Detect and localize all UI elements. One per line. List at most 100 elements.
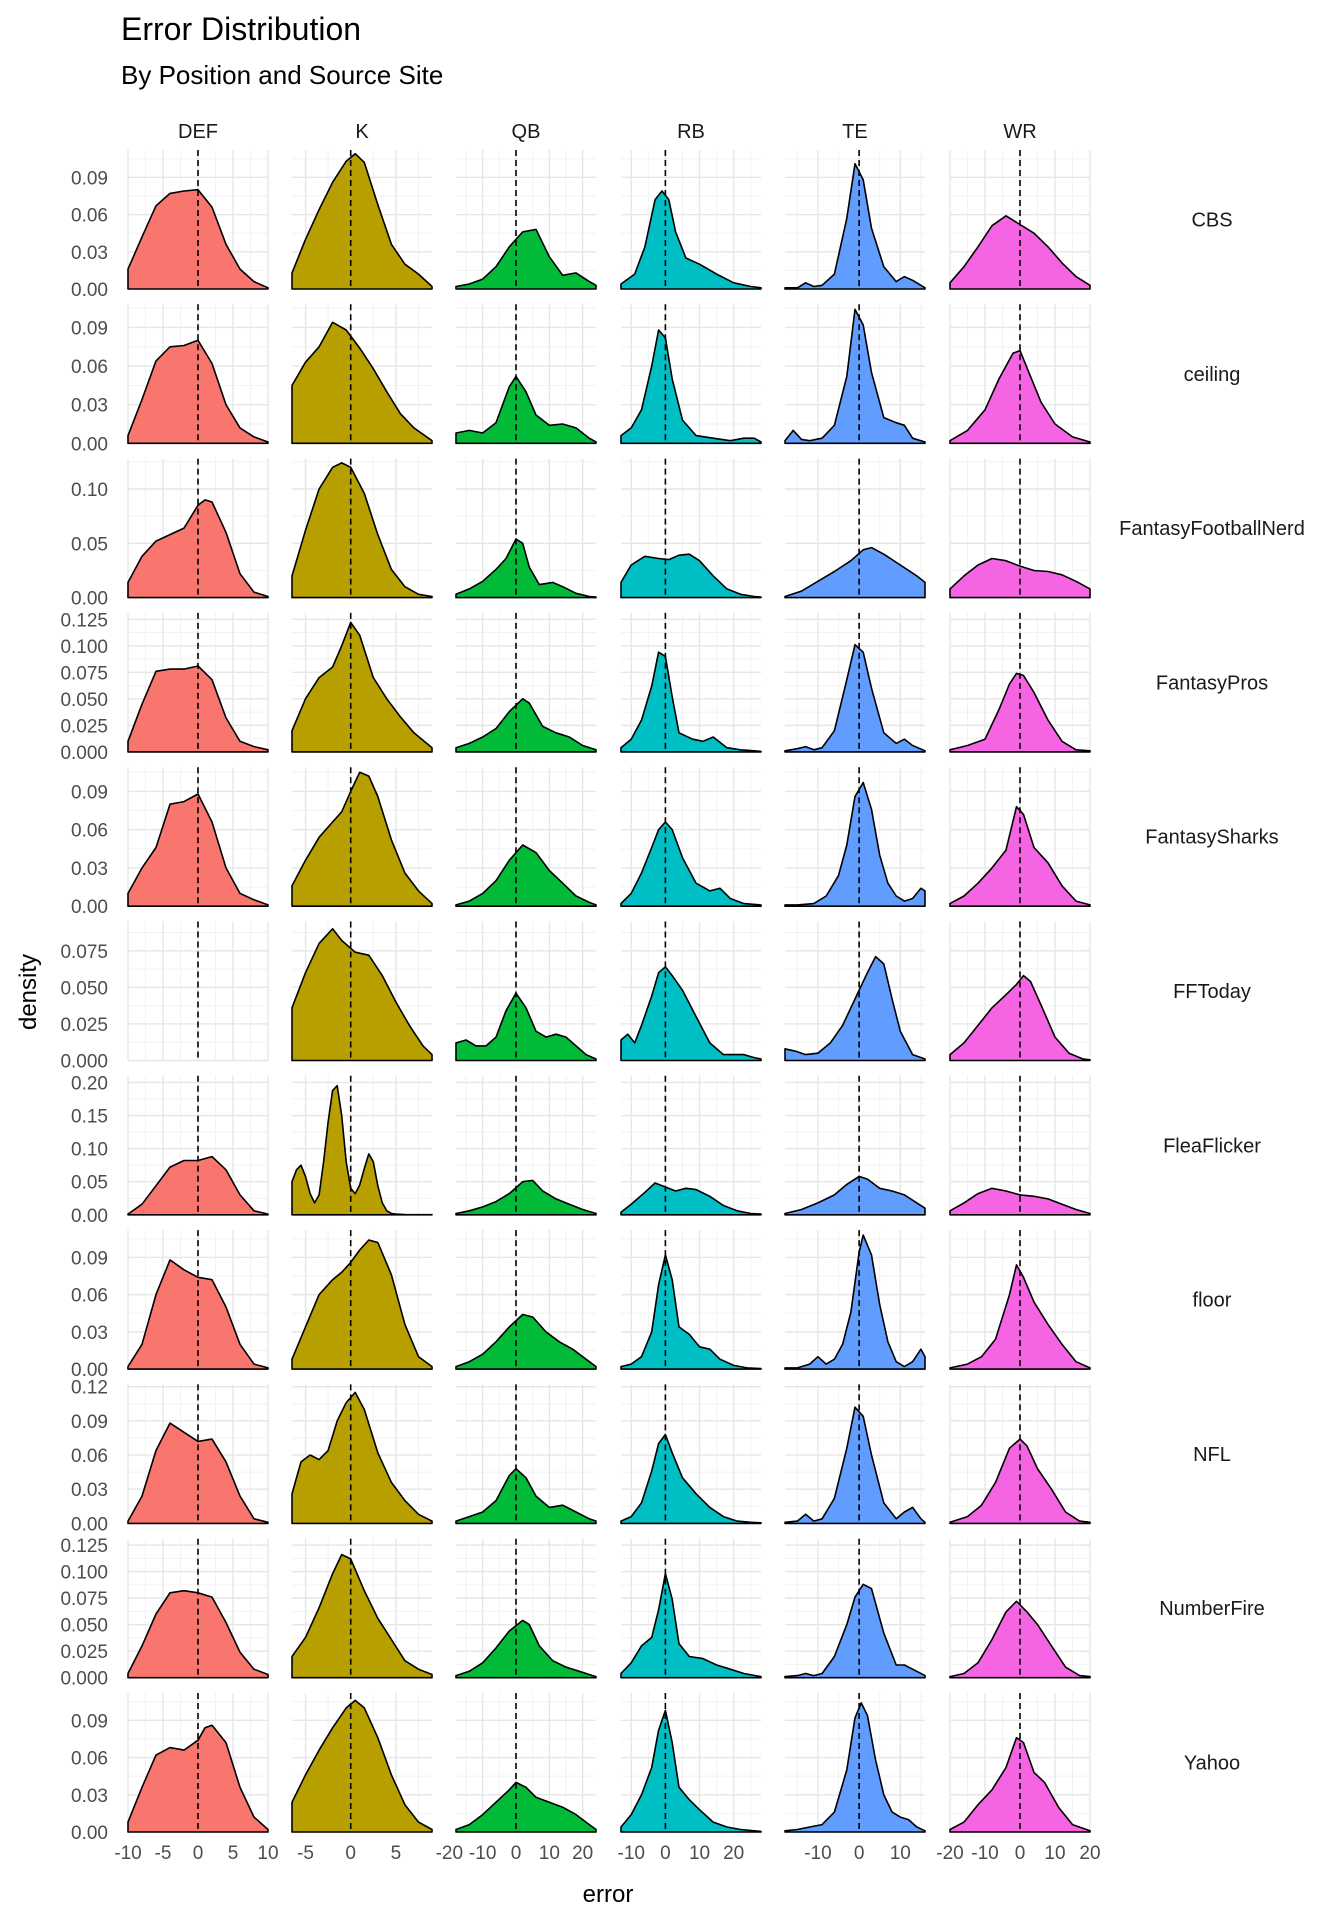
panel-cbs-qb xyxy=(455,150,597,290)
panel-nfl-rb xyxy=(620,1384,762,1525)
density-area-qb xyxy=(455,538,597,599)
panel-fftoday-te xyxy=(784,921,926,1062)
panel-fleaflicker-rb xyxy=(620,1075,762,1216)
y-tick-label: 0.10 xyxy=(71,480,108,501)
y-tick-label: 0.000 xyxy=(60,1052,108,1073)
x-tick-label-te: 10 xyxy=(890,1843,911,1864)
y-tick-label: 0.125 xyxy=(60,1536,108,1557)
panel-nfl-te xyxy=(784,1384,926,1525)
panel-fantasyfootballnerd-rb xyxy=(620,458,762,599)
y-tick-label: 0.050 xyxy=(60,1616,108,1637)
density-area-def xyxy=(127,1422,269,1525)
x-tick-label-qb: 20 xyxy=(572,1843,593,1864)
panel-nfl-qb xyxy=(455,1384,597,1525)
density-area-qb xyxy=(455,844,597,907)
panel-floor-wr xyxy=(949,1230,1091,1370)
panel-fftoday-wr xyxy=(949,921,1091,1062)
density-area-te xyxy=(784,1406,926,1525)
y-tick-label: 0.00 xyxy=(71,280,108,301)
row-label-fleaflicker: FleaFlicker xyxy=(1163,1135,1261,1157)
x-tick-label-def: -10 xyxy=(114,1843,141,1864)
density-area-qb xyxy=(455,1313,597,1370)
y-tick-label: 0.03 xyxy=(71,1480,108,1501)
chart-title: Error Distribution xyxy=(121,11,361,47)
row-label-nfl: NFL xyxy=(1193,1444,1231,1466)
panel-yahoo-wr xyxy=(949,1693,1091,1833)
y-tick-label: 0.03 xyxy=(71,1323,108,1344)
density-area-rb xyxy=(620,1709,762,1833)
y-tick-label: 0.03 xyxy=(71,859,108,880)
x-tick-label-def: 0 xyxy=(193,1843,204,1864)
y-tick-label: 0.00 xyxy=(71,1360,108,1381)
y-tick-label: 0.06 xyxy=(71,357,108,378)
panel-ceiling-rb xyxy=(620,304,762,445)
panel-fleaflicker-te xyxy=(784,1075,926,1216)
y-tick-label: 0.06 xyxy=(71,821,108,842)
panel-nfl-def xyxy=(127,1384,269,1525)
y-tick-label: 0.09 xyxy=(71,1711,108,1732)
y-tick-label: 0.05 xyxy=(71,534,108,555)
panel-fantasypros-k xyxy=(291,612,433,753)
x-tick-label-wr: 0 xyxy=(1015,1843,1026,1864)
x-tick-label-k: 5 xyxy=(391,1843,402,1864)
y-tick-label: 0.075 xyxy=(60,942,108,963)
panel-fantasypros-qb xyxy=(455,612,597,753)
y-tick-label: 0.050 xyxy=(60,690,108,711)
y-tick-label: 0.00 xyxy=(71,1206,108,1227)
panel-floor-k xyxy=(291,1230,433,1370)
density-area-rb xyxy=(620,329,762,445)
density-area-k xyxy=(291,321,433,445)
y-tick-label: 0.10 xyxy=(71,1140,108,1161)
panel-yahoo-rb xyxy=(620,1693,762,1833)
density-area-qb xyxy=(455,1179,597,1216)
x-tick-label-qb: 0 xyxy=(511,1843,522,1864)
panel-yahoo-qb xyxy=(455,1693,597,1833)
panel-fantasysharks-k xyxy=(291,767,433,907)
strip-label-def: DEF xyxy=(178,121,218,143)
panel-fantasysharks-wr xyxy=(949,767,1091,907)
panel-fleaflicker-qb xyxy=(455,1075,597,1216)
y-tick-label: 0.000 xyxy=(60,743,108,764)
density-area-qb xyxy=(455,228,597,290)
panel-floor-rb xyxy=(620,1230,762,1370)
panel-fantasypros-te xyxy=(784,612,926,753)
panel-ceiling-k xyxy=(291,304,433,445)
x-tick-label-k: -5 xyxy=(297,1843,314,1864)
x-tick-label-def: 5 xyxy=(228,1843,239,1864)
panel-fftoday-k xyxy=(291,921,433,1062)
y-tick-label: 0.03 xyxy=(71,396,108,417)
panel-nfl-wr xyxy=(949,1384,1091,1525)
density-area-rb xyxy=(620,821,762,907)
panel-fftoday-def xyxy=(127,921,269,1062)
x-tick-label-def: -5 xyxy=(155,1843,172,1864)
density-area-k xyxy=(291,462,433,599)
y-tick-label: 0.075 xyxy=(60,663,108,684)
density-area-qb xyxy=(455,1781,597,1833)
row-label-yahoo: Yahoo xyxy=(1184,1753,1240,1775)
panel-cbs-k xyxy=(291,150,433,290)
panel-floor-qb xyxy=(455,1230,597,1370)
strip-label-te: TE xyxy=(842,121,868,143)
y-tick-label: 0.050 xyxy=(60,978,108,999)
density-area-wr xyxy=(949,1438,1091,1525)
density-area-def xyxy=(127,339,269,445)
density-area-qb xyxy=(455,698,597,753)
panel-fftoday-rb xyxy=(620,921,762,1062)
facet-panels: DEF K QB RB TE WR CBS 0.00 0.03 0.06 0.09 ceiling 0.… xyxy=(60,121,1304,1864)
x-tick-label-rb: 20 xyxy=(723,1843,744,1864)
panel-numberfire-def xyxy=(127,1538,269,1679)
x-tick-label-qb: -20 xyxy=(436,1843,463,1864)
panel-fantasyfootballnerd-wr xyxy=(949,458,1091,599)
y-axis-label: density xyxy=(15,954,42,1030)
panel-yahoo-def xyxy=(127,1693,269,1833)
density-area-def xyxy=(127,188,269,290)
panel-floor-def xyxy=(127,1230,269,1370)
density-area-te xyxy=(784,781,926,907)
density-area-te xyxy=(784,1234,926,1370)
panel-fantasysharks-rb xyxy=(620,767,762,907)
x-tick-label-wr: -10 xyxy=(971,1843,998,1864)
y-tick-label: 0.06 xyxy=(71,1446,108,1467)
y-tick-label: 0.06 xyxy=(71,206,108,227)
y-tick-label: 0.025 xyxy=(60,1015,108,1036)
y-tick-label: 0.03 xyxy=(71,1786,108,1807)
